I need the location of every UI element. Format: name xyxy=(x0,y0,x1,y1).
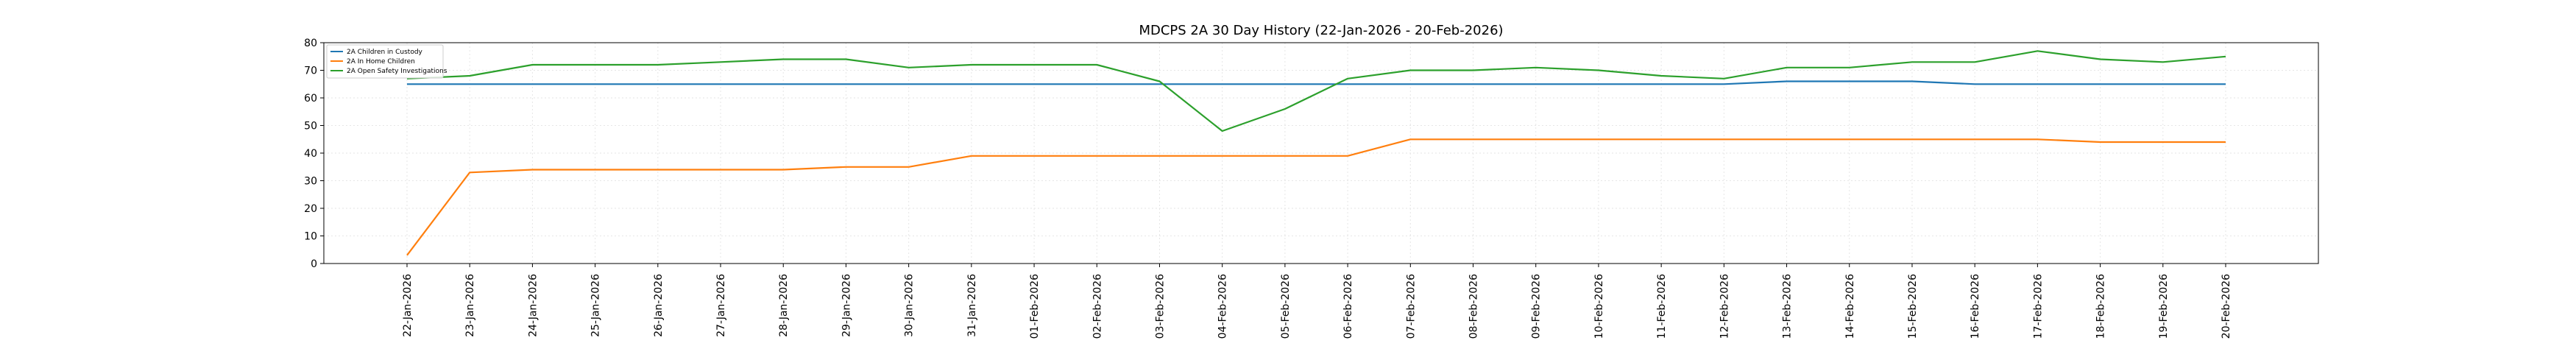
x-tick-label: 16-Feb-2026 xyxy=(1970,274,1981,339)
series-layer xyxy=(406,50,2226,256)
x-tick-label: 06-Feb-2026 xyxy=(1342,274,1354,339)
x-tick-label: 09-Feb-2026 xyxy=(1531,274,1543,339)
x-tick-label: 30-Jan-2026 xyxy=(904,274,916,337)
chart-title: MDCPS 2A 30 Day History (22-Jan-2026 - 2… xyxy=(1139,23,1503,38)
series-line-2a-open-safety-investigations xyxy=(406,50,2226,132)
x-tick-label: 25-Jan-2026 xyxy=(590,274,602,337)
y-tick-label: 0 xyxy=(311,258,317,270)
legend-label: 2A Children in Custody xyxy=(347,49,423,56)
x-tick-label: 01-Feb-2026 xyxy=(1029,274,1041,339)
y-tick-label: 50 xyxy=(304,121,317,132)
x-tick-label: 10-Feb-2026 xyxy=(1593,274,1605,339)
x-tick-label: 04-Feb-2026 xyxy=(1217,274,1229,339)
legend-label: 2A Open Safety Investigations xyxy=(347,68,447,75)
x-tick-label: 22-Jan-2026 xyxy=(402,274,414,337)
x-tick-label: 18-Feb-2026 xyxy=(2095,274,2107,339)
x-tick-label: 15-Feb-2026 xyxy=(1907,274,1919,339)
x-tick-label: 31-Jan-2026 xyxy=(966,274,978,337)
x-tick-label: 27-Jan-2026 xyxy=(715,274,727,337)
x-tick-label: 13-Feb-2026 xyxy=(1782,274,1794,339)
y-tick-label: 10 xyxy=(304,231,317,243)
y-tick-label: 70 xyxy=(304,66,317,77)
x-tick-label: 03-Feb-2026 xyxy=(1154,274,1166,339)
y-tick-label: 60 xyxy=(304,93,317,105)
x-tick-label: 23-Jan-2026 xyxy=(464,274,476,337)
series-line-2a-in-home-children xyxy=(406,138,2226,256)
x-tick-label: 08-Feb-2026 xyxy=(1468,274,1480,339)
series-line-2a-children-in-custody xyxy=(407,80,2226,85)
x-axis: 22-Jan-2026 23-Jan-2026 24-Jan-2026 25-Jan-… xyxy=(402,264,2232,339)
legend-label: 2A In Home Children xyxy=(347,58,415,66)
y-axis: 0 10 20 30 40 50 60 70 80 xyxy=(304,38,324,270)
x-tick-label: 20-Feb-2026 xyxy=(2221,274,2232,339)
x-tick-label: 02-Feb-2026 xyxy=(1091,274,1103,339)
x-tick-label: 28-Jan-2026 xyxy=(778,274,790,337)
x-tick-label: 11-Feb-2026 xyxy=(1656,274,1668,339)
legend-box xyxy=(326,44,444,79)
x-tick-label: 07-Feb-2026 xyxy=(1405,274,1417,339)
legend: 2A Children in Custody 2A In Home Childre… xyxy=(326,44,447,79)
x-tick-label: 17-Feb-2026 xyxy=(2032,274,2044,339)
grid-layer xyxy=(324,42,2318,264)
x-tick-label: 12-Feb-2026 xyxy=(1719,274,1730,339)
x-tick-label: 14-Feb-2026 xyxy=(1844,274,1856,339)
y-tick-label: 20 xyxy=(304,203,317,215)
y-tick-label: 40 xyxy=(304,148,317,160)
x-tick-label: 19-Feb-2026 xyxy=(2158,274,2170,339)
y-tick-label: 30 xyxy=(304,176,317,188)
x-tick-label: 05-Feb-2026 xyxy=(1280,274,1292,339)
y-tick-label: 80 xyxy=(304,38,317,49)
x-tick-label: 26-Jan-2026 xyxy=(653,274,665,337)
x-tick-label: 29-Jan-2026 xyxy=(841,274,852,337)
x-tick-label: 24-Jan-2026 xyxy=(527,274,539,337)
